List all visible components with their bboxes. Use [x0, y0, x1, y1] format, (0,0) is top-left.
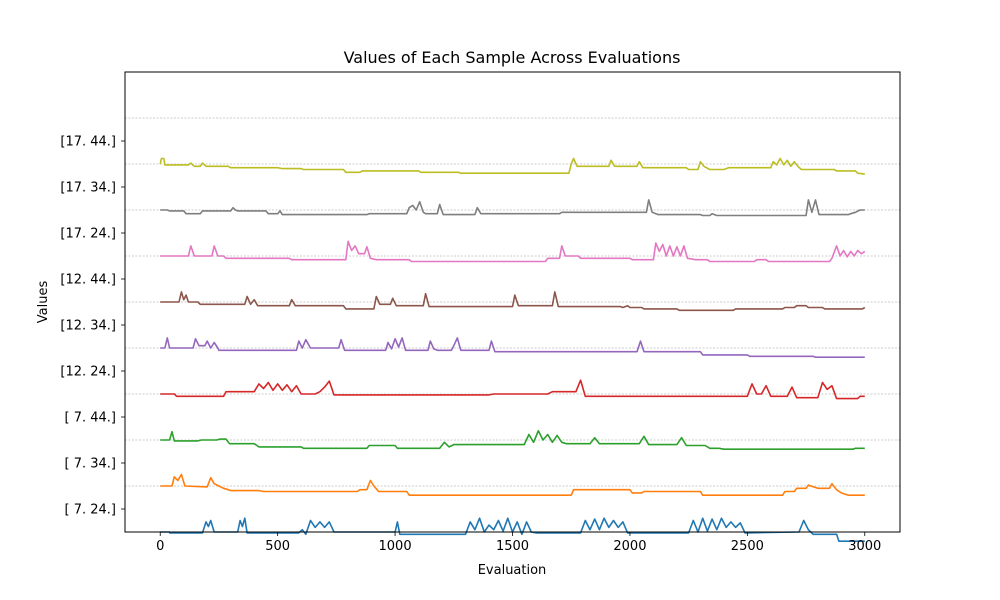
series-line-7	[160, 240, 866, 263]
x-tick-label: 500	[265, 539, 290, 554]
y-tick-label: [17. 44.]	[60, 135, 116, 150]
series-line-3	[160, 430, 865, 450]
x-tick-label: 0	[156, 539, 164, 554]
chart-title: Values of Each Sample Across Evaluations	[344, 48, 681, 67]
series-line-4	[160, 379, 865, 400]
y-tick-label: [17. 34.]	[60, 181, 116, 196]
y-tick-label: [12. 34.]	[60, 319, 116, 334]
x-axis-label: Evaluation	[478, 563, 547, 578]
series-line-8	[160, 199, 865, 217]
y-tick-label: [12. 24.]	[60, 365, 116, 380]
y-tick-label: [17. 24.]	[60, 227, 116, 242]
series-lines	[159, 157, 866, 542]
series-line-9	[159, 157, 865, 175]
series-line-1	[160, 517, 865, 542]
x-tick-label: 1000	[379, 539, 412, 554]
y-tick-label: [ 7. 24.]	[65, 503, 117, 518]
x-tick-label: 2000	[613, 539, 646, 554]
y-axis-ticks: [ 7. 24.] [ 7. 34.] [ 7. 44.] [12. 24.] [12.…	[60, 135, 125, 518]
y-tick-label: [ 7. 44.]	[65, 411, 117, 426]
x-tick-label: 3000	[848, 539, 881, 554]
series-line-6	[160, 291, 866, 312]
y-tick-label: [ 7. 34.]	[65, 457, 117, 472]
y-axis-label: Values	[36, 281, 51, 324]
x-tick-label: 1500	[496, 539, 529, 554]
x-axis-ticks: 0 500 1000 1500 2000 2500 3000	[156, 532, 881, 554]
y-tick-label: [12. 44.]	[60, 273, 116, 288]
x-tick-label: 2500	[731, 539, 764, 554]
series-line-5	[160, 337, 865, 358]
series-line-2	[160, 473, 865, 496]
